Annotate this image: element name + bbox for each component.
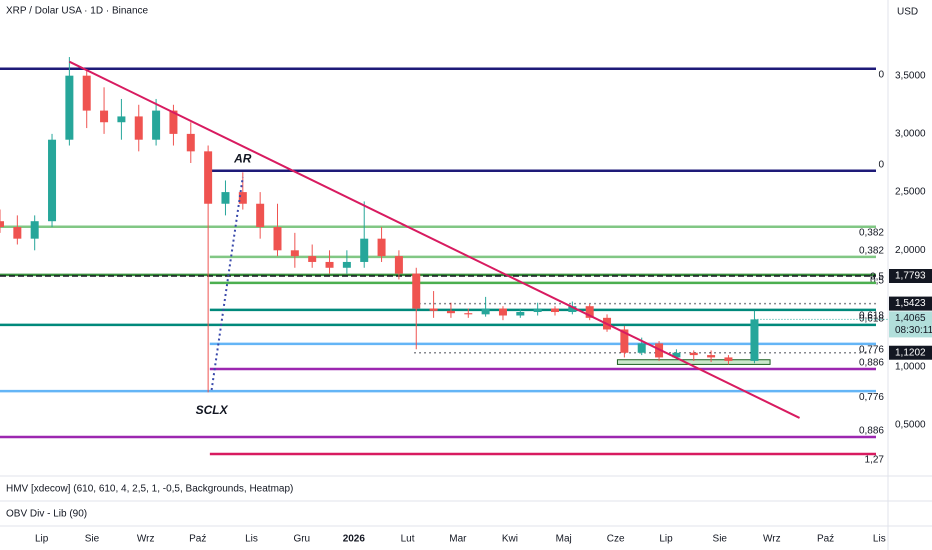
candle-body: [117, 116, 126, 123]
price-box: [889, 345, 932, 360]
x-tick-label: Lut: [401, 534, 415, 545]
candle-body: [65, 75, 74, 140]
indicator-label: OBV Div - Lib (90): [6, 509, 87, 520]
candle-body: [377, 238, 386, 257]
candle-body: [0, 221, 4, 228]
indicator-label: HMV [xdecow] (610, 610, 4, 2,5, 1, -0,5,…: [6, 484, 293, 495]
x-tick-label: Gru: [293, 534, 310, 545]
candle-body: [186, 133, 195, 152]
x-tick-label: Wrz: [137, 534, 155, 545]
x-tick-label: Paź: [189, 534, 206, 545]
fib-label: 0,382: [859, 245, 884, 256]
fib-label: 0: [878, 159, 884, 170]
price-box: [889, 269, 932, 284]
last-price-label: 1,4065: [895, 313, 926, 324]
candle-body: [273, 227, 282, 251]
y-tick-label: 1,0000: [895, 361, 926, 372]
candle-body: [152, 110, 161, 140]
chart-title: XRP / Dolar USA · 1D · Binance: [6, 6, 149, 17]
fib-label: 0: [878, 69, 884, 80]
y-tick-label: 3,0000: [895, 129, 926, 140]
fib-label: 0,5: [870, 276, 884, 287]
x-tick-label: Cze: [607, 534, 625, 545]
candle-body: [238, 192, 247, 204]
dotted-line: [210, 176, 244, 391]
candle-body: [134, 116, 143, 140]
candle-body: [481, 308, 490, 315]
candle-body: [498, 308, 507, 316]
price-box: [889, 296, 932, 311]
x-tick-label: Lis: [873, 534, 886, 545]
candle-body: [672, 352, 681, 358]
candle-body: [221, 192, 230, 204]
fib-label: 0,886: [859, 358, 884, 369]
countdown: 08:30:11: [895, 325, 932, 336]
candle-body: [585, 306, 594, 318]
fib-label: 0,382: [859, 227, 884, 238]
candle-body: [568, 306, 577, 313]
candle-body: [412, 273, 421, 309]
fib-label: 0,618: [859, 311, 884, 322]
trendline: [68, 60, 800, 419]
candle-body: [464, 313, 473, 315]
candle-body: [169, 110, 178, 134]
annotation: AR: [233, 152, 252, 166]
candle-body: [30, 221, 39, 239]
candle-body: [325, 261, 334, 268]
candle-body: [204, 151, 213, 204]
y-tick-label: 2,5000: [895, 187, 926, 198]
price-box-label: 1,5423: [895, 298, 926, 309]
candle-body: [429, 308, 438, 311]
candle-body: [342, 261, 351, 268]
fib-label: 0,776: [859, 392, 884, 403]
y-tick-label: 2,0000: [895, 245, 926, 256]
x-tick-label: 2026: [343, 534, 366, 545]
candle-body: [394, 256, 403, 274]
last-price-box: [889, 311, 932, 338]
x-tick-label: Mar: [449, 534, 467, 545]
candle-body: [256, 203, 265, 228]
x-tick-label: Lip: [659, 534, 673, 545]
candle-body: [446, 310, 455, 314]
x-tick-label: Lip: [35, 534, 49, 545]
x-tick-label: Sie: [713, 534, 728, 545]
candle-body: [516, 312, 525, 316]
y-tick-label: 3,5000: [895, 70, 926, 81]
x-tick-label: Maj: [556, 534, 572, 545]
candle-body: [750, 319, 759, 361]
candle-body: [724, 357, 733, 361]
candle-body: [707, 355, 716, 358]
annotation: SCLX: [196, 403, 229, 417]
x-tick-label: Sie: [85, 534, 100, 545]
fib-label: 0,5: [870, 272, 884, 283]
fib-label: 1,27: [865, 455, 885, 466]
x-tick-label: Paź: [817, 534, 834, 545]
price-box-label: 1,7793: [895, 271, 926, 282]
y-tick-label: 0,5000: [895, 420, 926, 431]
candle-body: [48, 139, 57, 222]
candle-body: [13, 227, 22, 239]
candle-body: [551, 308, 559, 313]
price-box-label: 1,1202: [895, 347, 926, 358]
candle-body: [308, 256, 317, 262]
currency: USD: [897, 7, 918, 18]
x-tick-label: Lis: [245, 534, 258, 545]
fib-label: 0,776: [859, 345, 884, 356]
candle-body: [620, 329, 629, 353]
x-tick-label: Wrz: [763, 534, 781, 545]
candle-body: [533, 308, 542, 313]
candle-body: [100, 110, 109, 123]
candle-body: [689, 352, 698, 356]
candle-body: [360, 238, 369, 262]
x-tick-label: Kwi: [502, 534, 518, 545]
fib-label: 0,886: [859, 426, 884, 437]
candle-body: [290, 250, 299, 257]
candle-body: [637, 343, 646, 353]
candle-body: [82, 75, 91, 111]
